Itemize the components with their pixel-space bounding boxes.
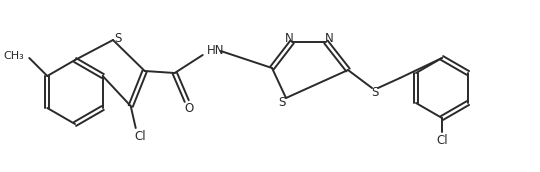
Text: N: N	[285, 33, 293, 46]
Text: CH₃: CH₃	[4, 51, 24, 61]
Text: O: O	[184, 103, 193, 116]
Text: S: S	[114, 31, 122, 45]
Text: HN: HN	[207, 45, 224, 57]
Text: N: N	[325, 33, 333, 46]
Text: S: S	[372, 87, 379, 99]
Text: Cl: Cl	[134, 130, 145, 142]
Text: Cl: Cl	[436, 135, 448, 148]
Text: S: S	[278, 96, 286, 110]
